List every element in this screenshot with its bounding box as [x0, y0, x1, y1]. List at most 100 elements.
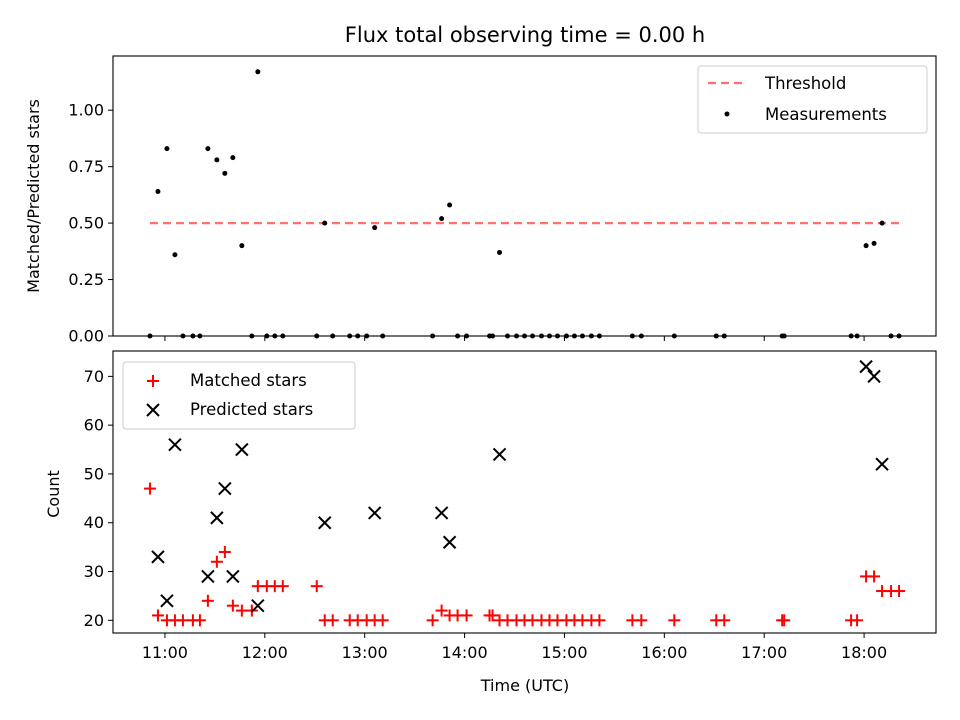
- bottom-y-tick-label: 20: [84, 611, 104, 630]
- measurement-point: [164, 146, 170, 152]
- bottom-x-axis: 11:00 12:00 13:00 14:00 15:00 16:00 17:00 18:00: [142, 633, 887, 662]
- top-y-tick-label: 0.75: [68, 157, 104, 176]
- measurement-point: [214, 157, 220, 163]
- top-plot: Flux total observing time = 0.00 h 0.000…: [24, 23, 937, 346]
- matched-star-marker: [226, 599, 239, 612]
- predicted-star-marker: [859, 359, 873, 374]
- measurement-point: [255, 69, 261, 75]
- bottom-x-tick-label: 15:00: [541, 643, 587, 662]
- predicted-star-marker: [201, 569, 215, 584]
- bottom-plot: 20 30 40 50 60 70 11:00 12:00 13:00 14:00 15:00 16…: [44, 350, 937, 695]
- measurement-point: [222, 170, 228, 176]
- legend-threshold-label: Threshold: [764, 74, 846, 93]
- measurement-point: [372, 225, 378, 231]
- measurement-point: [879, 220, 885, 226]
- matched-points: [143, 482, 906, 627]
- matched-star-marker: [460, 609, 473, 622]
- top-legend-box: [697, 65, 928, 134]
- legend-measurements-label: Measurements: [765, 105, 887, 124]
- legend-predicted-label: Predicted stars: [190, 400, 313, 419]
- matched-star-marker: [851, 614, 864, 627]
- matched-star-marker: [310, 580, 323, 593]
- predicted-points: [151, 359, 889, 613]
- chart-title: Flux total observing time = 0.00 h: [345, 23, 705, 47]
- predicted-star-marker: [442, 535, 457, 549]
- predicted-star-marker: [210, 511, 224, 525]
- bottom-legend: Matched stars Predicted stars: [122, 361, 356, 430]
- measurement-point: [230, 155, 236, 161]
- measurement-point: [172, 252, 178, 258]
- predicted-star-marker: [434, 506, 449, 520]
- measurement-point: [239, 243, 245, 249]
- bottom-x-tick-label: 17:00: [741, 643, 787, 662]
- bottom-x-tick-label: 16:00: [641, 643, 687, 662]
- top-axes-frame: [112, 55, 937, 337]
- measurement-point: [871, 240, 877, 246]
- measurement-point: [447, 202, 453, 208]
- legend-matched-label: Matched stars: [190, 371, 307, 390]
- top-legend: Threshold Measurements: [697, 65, 928, 134]
- bottom-y-axis: 20 30 40 50 60 70: [84, 367, 113, 630]
- top-y-tick-label: 0.00: [68, 327, 104, 346]
- bottom-y-tick-label: 50: [84, 464, 104, 483]
- matched-star-marker: [218, 546, 231, 559]
- predicted-star-marker: [251, 598, 265, 613]
- bottom-y-tick-label: 40: [84, 513, 104, 532]
- bottom-legend-box: [122, 361, 356, 430]
- measurement-point: [497, 249, 503, 255]
- legend-measurements-swatch: [724, 111, 730, 117]
- matched-star-marker: [593, 614, 606, 627]
- predicted-star-marker: [367, 506, 382, 520]
- matched-star-marker: [193, 614, 206, 627]
- bottom-y-tick-label: 70: [84, 367, 104, 386]
- top-y-tick-label: 0.25: [68, 270, 104, 289]
- bottom-x-tick-label: 18:00: [841, 643, 887, 662]
- matched-star-marker: [151, 609, 164, 622]
- matched-star-marker: [201, 594, 214, 607]
- top-y-axis: 0.00 0.25 0.50 0.75 1.00: [68, 101, 113, 346]
- matched-star-marker: [326, 614, 339, 627]
- predicted-star-marker: [160, 594, 174, 608]
- predicted-star-marker: [492, 447, 507, 462]
- matched-star-marker: [718, 614, 731, 627]
- bottom-x-tick-label: 11:00: [142, 643, 188, 662]
- legend-matched-swatch: [147, 375, 159, 387]
- top-y-tick-label: 1.00: [68, 101, 104, 120]
- predicted-star-marker: [318, 516, 332, 530]
- matched-star-marker: [635, 614, 648, 627]
- matched-star-marker: [435, 604, 448, 617]
- measurement-point: [863, 243, 869, 249]
- matched-star-marker: [276, 580, 289, 593]
- matched-star-marker: [778, 614, 791, 627]
- matched-star-marker: [486, 609, 499, 622]
- predicted-star-marker: [875, 457, 889, 471]
- predicted-star-marker: [218, 481, 232, 496]
- measurement-point: [205, 146, 211, 152]
- bottom-x-tick-label: 14:00: [442, 643, 488, 662]
- predicted-star-marker: [235, 442, 249, 457]
- predicted-star-marker: [226, 569, 240, 584]
- matched-star-marker: [668, 614, 681, 627]
- top-y-label: Matched/Predicted stars: [24, 99, 43, 293]
- bottom-x-tick-label: 13:00: [342, 643, 388, 662]
- bottom-y-label: Count: [44, 470, 63, 518]
- measurement-point: [155, 188, 161, 194]
- predicted-star-marker: [168, 437, 182, 452]
- matched-star-marker: [893, 585, 906, 598]
- matched-star-marker: [426, 614, 439, 627]
- measurement-point: [439, 216, 445, 222]
- legend-predicted-swatch: [146, 403, 160, 417]
- matched-star-marker: [868, 570, 881, 583]
- top-y-tick-label: 0.50: [68, 214, 104, 233]
- top-x-axis: [164, 336, 865, 341]
- matched-star-marker: [143, 482, 156, 495]
- bottom-y-tick-label: 30: [84, 562, 104, 581]
- bottom-y-tick-label: 60: [84, 416, 104, 435]
- bottom-axes-frame: [112, 350, 937, 634]
- predicted-star-marker: [867, 369, 881, 384]
- matched-star-marker: [376, 614, 389, 627]
- bottom-x-tick-label: 12:00: [242, 643, 288, 662]
- measurement-point: [322, 220, 328, 226]
- measurement-points: [147, 69, 902, 339]
- predicted-star-marker: [151, 550, 165, 564]
